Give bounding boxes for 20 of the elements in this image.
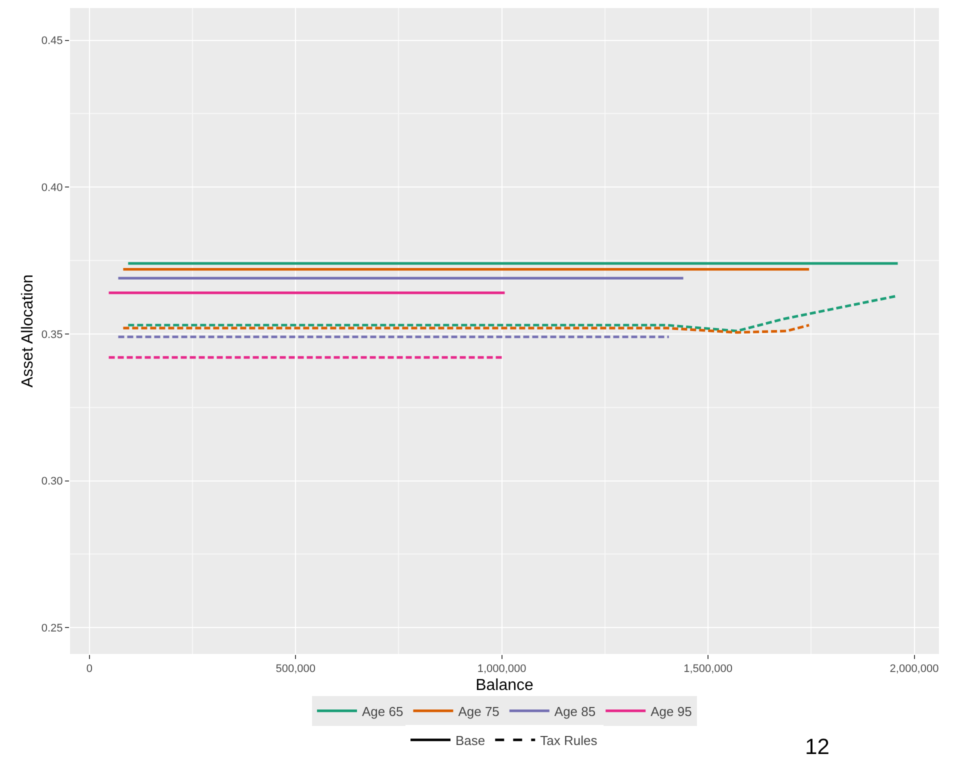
legend-label: Age 65 — [362, 704, 404, 719]
x-tick-label: 1,500,000 — [684, 663, 733, 676]
legend-label: Age 75 — [458, 704, 500, 719]
x-axis-title: Balance — [476, 676, 534, 694]
x-tick-label: 2,000,000 — [890, 663, 939, 676]
x-tick-label: 500,000 — [276, 663, 316, 676]
y-axis-title: Asset Allocation — [19, 274, 36, 388]
legend-label: Tax Rules — [540, 732, 598, 748]
y-tick-label: 0.45 — [41, 35, 63, 48]
y-tick-label: 0.25 — [41, 622, 63, 634]
line-series — [122, 324, 810, 334]
legend-label: Age 95 — [650, 704, 692, 719]
text: 12 — [805, 734, 830, 759]
y-tick-label: 0.30 — [41, 476, 63, 488]
legend-label: Age 85 — [554, 704, 596, 719]
x-tick-label: 0 — [86, 663, 92, 676]
legend-label: Base — [456, 732, 486, 748]
x-tick-label: 1,000,000 — [477, 663, 526, 676]
y-tick-label: 0.40 — [41, 182, 63, 194]
y-tick-label: 0.35 — [41, 328, 63, 341]
